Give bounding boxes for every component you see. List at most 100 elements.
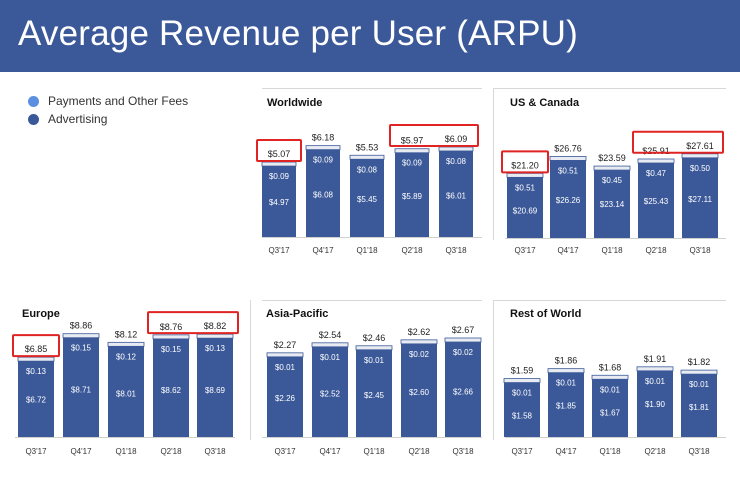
bar-payments-worldwide (349, 154, 385, 160)
label-payments-us-canada: $0.50 (690, 164, 711, 173)
bar-advertising-us-canada (507, 177, 543, 238)
label-payments-worldwide: $0.08 (446, 157, 467, 166)
bar-advertising-europe (63, 337, 99, 437)
legend-swatch-advertising (28, 113, 39, 125)
label-payments-europe: $0.13 (205, 344, 226, 353)
label-payments-asia-pacific: $0.01 (320, 353, 341, 362)
bar-advertising-rest-of-world (681, 374, 717, 437)
label-total-rest-of-world: $1.82 (688, 357, 711, 367)
label-payments-worldwide: $0.08 (357, 165, 378, 174)
bar-payments-rest-of-world (547, 368, 585, 374)
label-advertising-europe: $6.72 (26, 396, 47, 405)
bar-advertising-rest-of-world (592, 379, 628, 437)
bar-payments-europe (62, 333, 100, 339)
chart-title-us-canada: US & Canada (510, 97, 580, 109)
label-advertising-rest-of-world: $1.90 (645, 400, 666, 409)
label-advertising-us-canada: $20.69 (513, 206, 538, 215)
category-label-rest-of-world: Q3'17 (511, 447, 533, 456)
label-total-europe: $8.82 (204, 321, 227, 331)
label-advertising-worldwide: $4.97 (269, 198, 290, 207)
label-total-europe: $8.76 (160, 322, 183, 332)
label-advertising-europe: $8.71 (71, 386, 92, 395)
bar-payments-asia-pacific (444, 337, 482, 343)
bar-payments-europe (196, 333, 234, 339)
label-total-worldwide: $6.18 (312, 133, 335, 143)
bar-payments-europe (107, 341, 145, 347)
bar-advertising-us-canada (682, 157, 718, 238)
bar-advertising-europe (18, 361, 54, 437)
bar-advertising-europe (153, 338, 189, 437)
label-advertising-rest-of-world: $1.85 (556, 402, 577, 411)
label-payments-rest-of-world: $0.01 (600, 385, 621, 394)
category-label-worldwide: Q3'18 (445, 246, 467, 255)
label-advertising-rest-of-world: $1.67 (600, 408, 621, 417)
category-label-rest-of-world: Q2'18 (644, 447, 666, 456)
category-label-europe: Q4'17 (70, 447, 92, 456)
label-advertising-asia-pacific: $2.52 (320, 390, 341, 399)
category-label-worldwide: Q4'17 (312, 246, 334, 255)
label-advertising-asia-pacific: $2.45 (364, 391, 385, 400)
bar-payments-us-canada (637, 158, 675, 164)
label-payments-asia-pacific: $0.01 (275, 363, 296, 372)
label-advertising-asia-pacific: $2.26 (275, 394, 296, 403)
label-total-rest-of-world: $1.91 (644, 354, 667, 364)
legend: Payments and Other Fees Advertising (28, 92, 188, 128)
label-total-asia-pacific: $2.27 (274, 340, 297, 350)
bar-payments-us-canada (593, 165, 631, 171)
category-label-europe: Q3'17 (25, 447, 47, 456)
label-payments-asia-pacific: $0.02 (409, 350, 430, 359)
label-payments-asia-pacific: $0.01 (364, 356, 385, 365)
bar-payments-rest-of-world (680, 369, 718, 375)
category-label-worldwide: Q2'18 (401, 246, 423, 255)
bar-payments-asia-pacific (355, 345, 393, 351)
bar-advertising-asia-pacific (356, 349, 392, 437)
bar-advertising-worldwide (262, 166, 296, 237)
label-total-us-canada: $21.20 (511, 160, 539, 170)
bar-payments-asia-pacific (266, 352, 304, 358)
category-label-rest-of-world: Q1'18 (599, 447, 621, 456)
label-advertising-worldwide: $6.08 (313, 191, 334, 200)
bar-advertising-europe (108, 346, 144, 437)
bar-advertising-rest-of-world (504, 382, 540, 437)
chart-title-europe: Europe (22, 308, 60, 320)
label-total-worldwide: $5.07 (268, 149, 291, 159)
header-banner: Average Revenue per User (ARPU) (0, 0, 740, 72)
highlight-box-europe (12, 334, 60, 358)
label-advertising-europe: $8.69 (205, 386, 226, 395)
category-label-us-canada: Q3'17 (514, 246, 536, 255)
label-payments-europe: $0.15 (161, 345, 182, 354)
highlight-box-europe (147, 311, 239, 335)
bar-advertising-asia-pacific (401, 343, 437, 437)
bar-advertising-worldwide (395, 152, 429, 237)
label-advertising-rest-of-world: $1.81 (689, 403, 710, 412)
bar-advertising-asia-pacific (267, 356, 303, 437)
label-total-europe: $8.12 (115, 329, 138, 339)
bar-advertising-us-canada (638, 162, 674, 238)
label-payments-us-canada: $0.47 (646, 169, 667, 178)
label-payments-asia-pacific: $0.02 (453, 348, 474, 357)
label-advertising-worldwide: $6.01 (446, 191, 467, 200)
bar-advertising-worldwide (306, 149, 340, 237)
bar-payments-europe (152, 334, 190, 340)
label-total-worldwide: $5.53 (356, 142, 379, 152)
label-total-asia-pacific: $2.54 (319, 330, 342, 340)
legend-item-advertising: Advertising (28, 110, 188, 128)
label-total-rest-of-world: $1.59 (511, 366, 534, 376)
category-label-asia-pacific: Q2'18 (408, 447, 430, 456)
label-advertising-rest-of-world: $1.58 (512, 412, 533, 421)
category-label-rest-of-world: Q4'17 (555, 447, 577, 456)
bar-advertising-rest-of-world (637, 370, 673, 437)
category-label-asia-pacific: Q3'17 (274, 447, 296, 456)
bar-payments-worldwide (261, 161, 297, 167)
label-total-rest-of-world: $1.68 (599, 362, 622, 372)
category-label-worldwide: Q1'18 (356, 246, 378, 255)
label-payments-rest-of-world: $0.01 (645, 377, 666, 386)
label-advertising-us-canada: $26.26 (556, 196, 581, 205)
label-total-europe: $8.86 (70, 321, 93, 331)
label-advertising-europe: $8.01 (116, 389, 137, 398)
bar-payments-europe (17, 356, 55, 362)
category-label-us-canada: Q3'18 (689, 246, 711, 255)
bar-payments-asia-pacific (400, 339, 438, 345)
category-label-asia-pacific: Q4'17 (319, 447, 341, 456)
chart-title-rest-of-world: Rest of World (510, 308, 581, 320)
